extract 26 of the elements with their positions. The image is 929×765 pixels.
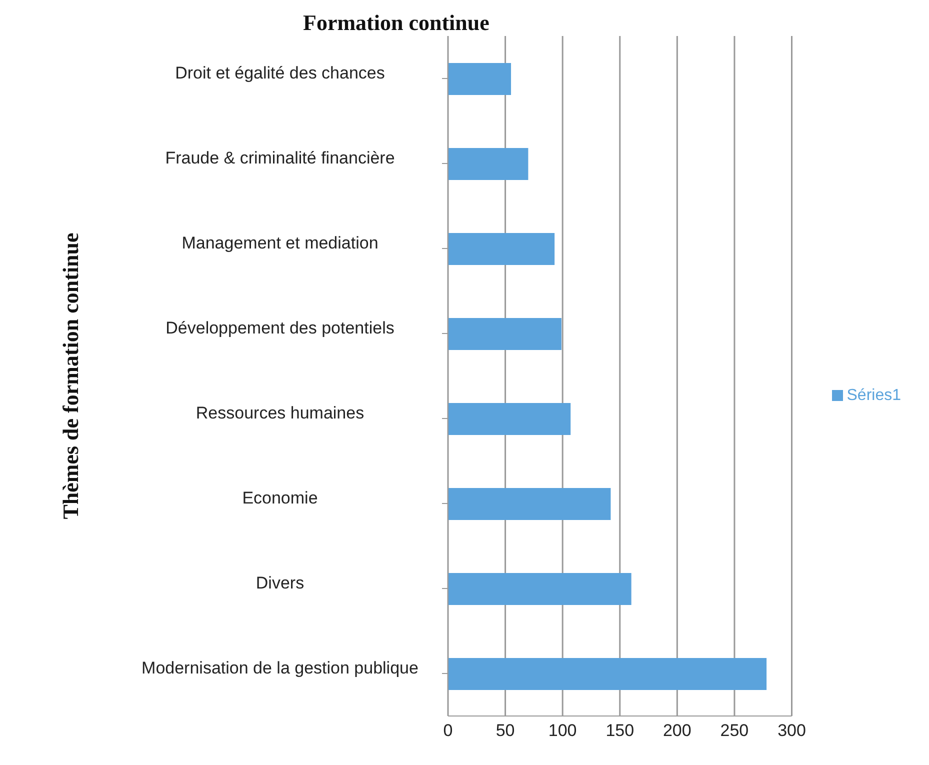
legend-label: Séries1 <box>846 387 901 404</box>
bar <box>448 658 767 690</box>
bar <box>448 573 632 605</box>
x-tick-label: 100 <box>548 721 577 740</box>
y-tick-label: Management et mediation <box>182 234 378 252</box>
chart-title: Formation continue <box>302 10 490 36</box>
y-tick-label: Ressources humaines <box>196 404 364 422</box>
x-tick-label: 300 <box>778 721 806 740</box>
x-tick-label: 150 <box>606 721 634 740</box>
bar <box>448 488 611 520</box>
bar <box>448 233 555 265</box>
y-axis-title: Thèmes de formation continue <box>58 232 83 520</box>
y-tick-label: Fraude & criminalité financière <box>165 148 395 168</box>
x-tick-label: 200 <box>662 721 692 740</box>
y-tick-label: Droit et égalité des chances <box>175 64 385 82</box>
bar <box>448 318 562 350</box>
bar <box>448 403 571 435</box>
y-tick-label: Développement des potentiels <box>166 318 394 338</box>
x-tick-label: 0 <box>443 721 453 740</box>
x-tick-label: 250 <box>720 721 749 740</box>
y-tick-label: Economie <box>242 488 318 508</box>
y-tick-label: Divers <box>256 574 304 592</box>
bar <box>448 148 528 180</box>
y-tick-label: Modernisation de la gestion publique <box>142 658 418 678</box>
x-tick-label: 50 <box>496 721 515 740</box>
bar <box>448 63 512 95</box>
